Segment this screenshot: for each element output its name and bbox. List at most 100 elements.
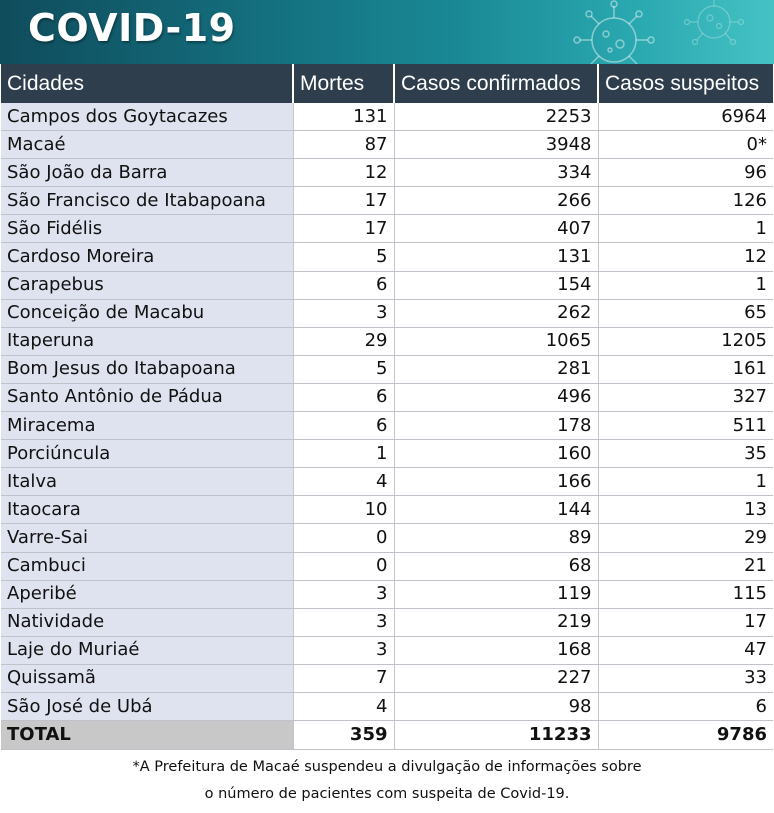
confirmed-value: 266 [394, 186, 599, 216]
confirmed-value: 262 [394, 299, 599, 328]
confirmed-value: 98 [394, 692, 599, 722]
confirmed-value: 154 [394, 271, 599, 300]
deaths-value: 6 [293, 383, 395, 413]
city-name: Aperibé [1, 580, 294, 609]
city-name: Miracema [1, 411, 294, 441]
suspected-value: 17 [598, 608, 773, 637]
deaths-value: 5 [293, 242, 395, 272]
suspected-value: 96 [598, 158, 773, 188]
confirmed-value: 68 [394, 552, 599, 581]
suspected-value: 1205 [598, 327, 773, 356]
table-row: Conceição de Macabu 3 262 65 [1, 299, 773, 328]
suspected-value: 0* [598, 130, 773, 160]
footnote-line-1: *A Prefeitura de Macaé suspendeu a divul… [132, 759, 642, 776]
confirmed-value: 119 [394, 580, 599, 609]
deaths-value: 5 [293, 355, 395, 384]
deaths-value: 0 [293, 523, 395, 553]
footnote-line-2: o número de pacientes com suspeita de Co… [204, 786, 570, 803]
confirmed-value: 3948 [394, 130, 599, 160]
deaths-value: 0 [293, 552, 395, 581]
city-name: Macaé [1, 130, 294, 160]
table-row: Porciúncula 1 160 35 [1, 439, 773, 469]
deaths-value: 6 [293, 271, 395, 300]
city-name: São Francisco de Itabapoana [1, 186, 294, 216]
city-name: Varre-Sai [1, 523, 294, 553]
confirmed-value: 1065 [394, 327, 599, 356]
deaths-value: 87 [293, 130, 395, 160]
table-row: Itaocara 10 144 13 [1, 495, 773, 525]
table-row: Bom Jesus do Itabapoana 5 281 161 [1, 355, 773, 384]
table-row: Campos dos Goytacazes 131 2253 6964 [1, 103, 773, 132]
suspected-value: 6964 [598, 103, 773, 132]
city-name: Cardoso Moreira [1, 242, 294, 272]
city-name: São Fidélis [1, 214, 294, 244]
suspected-value: 126 [598, 186, 773, 216]
footnote: *A Prefeitura de Macaé suspendeu a divul… [0, 754, 774, 808]
confirmed-value: 160 [394, 439, 599, 469]
virus-icon [573, 0, 745, 64]
confirmed-value: 178 [394, 411, 599, 441]
confirmed-value: 407 [394, 214, 599, 244]
total-suspected: 9786 [598, 720, 773, 751]
city-name: Cambuci [1, 552, 294, 581]
suspected-value: 115 [598, 580, 773, 609]
city-name: São João da Barra [1, 158, 294, 188]
deaths-value: 3 [293, 636, 395, 665]
city-name: Campos dos Goytacazes [1, 103, 294, 132]
table-row: Quissamã 7 227 33 [1, 664, 773, 693]
city-name: São José de Ubá [1, 692, 294, 722]
city-name: Carapebus [1, 271, 294, 300]
city-name: Quissamã [1, 664, 294, 693]
suspected-value: 13 [598, 495, 773, 525]
suspected-value: 1 [598, 214, 773, 244]
deaths-value: 3 [293, 299, 395, 328]
confirmed-value: 334 [394, 158, 599, 188]
suspected-value: 511 [598, 411, 773, 441]
table-row: Aperibé 3 119 115 [1, 580, 773, 609]
city-name: Itaocara [1, 495, 294, 525]
deaths-value: 7 [293, 664, 395, 693]
table-row: São José de Ubá 4 98 6 [1, 692, 773, 722]
total-row: TOTAL 359 11233 9786 [1, 720, 773, 751]
confirmed-value: 281 [394, 355, 599, 384]
suspected-value: 327 [598, 383, 773, 413]
suspected-value: 29 [598, 523, 773, 553]
column-header-cities: Cidades [1, 64, 294, 103]
city-name: Bom Jesus do Itabapoana [1, 355, 294, 384]
table-row: Macaé 87 3948 0* [1, 130, 773, 160]
suspected-value: 21 [598, 552, 773, 581]
column-header-confirmed-cases: Casos confirmados [394, 64, 599, 103]
confirmed-value: 131 [394, 242, 599, 272]
city-name: Natividade [1, 608, 294, 637]
suspected-value: 12 [598, 242, 773, 272]
table-row: São Fidélis 17 407 1 [1, 214, 773, 244]
confirmed-value: 89 [394, 523, 599, 553]
deaths-value: 4 [293, 692, 395, 722]
table-row: Cambuci 0 68 21 [1, 552, 773, 581]
title-banner: COVID-19 [0, 0, 774, 64]
deaths-value: 4 [293, 467, 395, 497]
confirmed-value: 168 [394, 636, 599, 665]
confirmed-value: 219 [394, 608, 599, 637]
table-row: Italva 4 166 1 [1, 467, 773, 497]
column-header-deaths: Mortes [293, 64, 395, 103]
deaths-value: 3 [293, 580, 395, 609]
confirmed-value: 144 [394, 495, 599, 525]
confirmed-value: 2253 [394, 103, 599, 132]
table-row: Carapebus 6 154 1 [1, 271, 773, 300]
total-deaths: 359 [293, 720, 395, 751]
table-row: São João da Barra 12 334 96 [1, 158, 773, 188]
suspected-value: 47 [598, 636, 773, 665]
table-row: Santo Antônio de Pádua 6 496 327 [1, 383, 773, 413]
deaths-value: 12 [293, 158, 395, 188]
deaths-value: 29 [293, 327, 395, 356]
city-name: Conceição de Macabu [1, 299, 294, 328]
table-row: Itaperuna 29 1065 1205 [1, 327, 773, 356]
table-row: Miracema 6 178 511 [1, 411, 773, 441]
suspected-value: 6 [598, 692, 773, 722]
suspected-value: 161 [598, 355, 773, 384]
suspected-value: 1 [598, 467, 773, 497]
city-name: Italva [1, 467, 294, 497]
suspected-value: 33 [598, 664, 773, 693]
city-name: Laje do Muriaé [1, 636, 294, 665]
